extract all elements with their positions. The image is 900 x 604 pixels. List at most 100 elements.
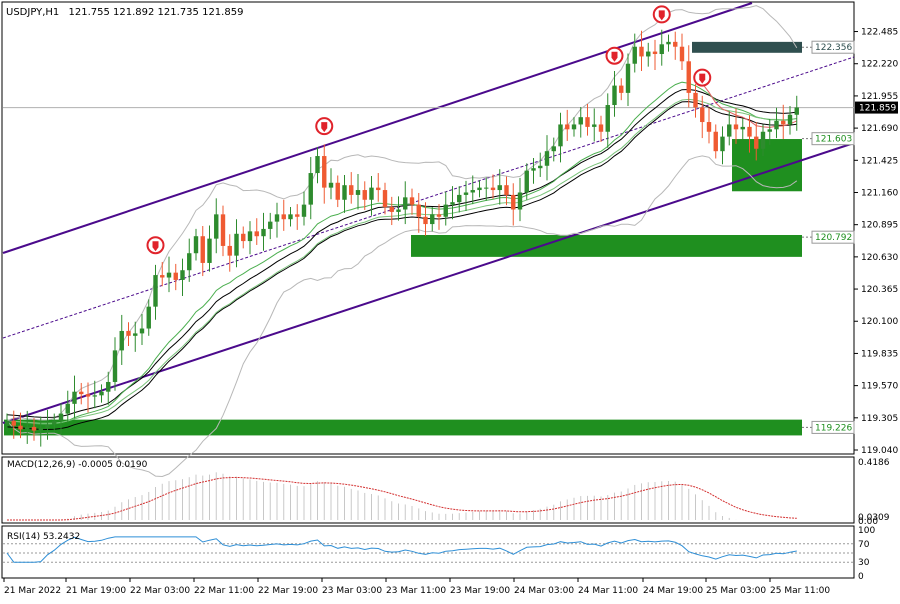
candle-body [544,151,550,166]
candle-body [416,204,421,217]
signal-marker-arrow-icon [611,51,618,62]
candle-body [362,190,367,200]
candle-body [335,182,340,200]
candle-body [605,105,610,132]
rsi-tick-label: 0 [858,572,864,582]
y-tick-label: 121.955 [861,92,898,102]
candle-body [538,165,543,169]
candle-body [65,403,70,414]
support-zone-119-226 [4,419,802,436]
x-tick-label: 22 Mar 19:00 [258,586,318,596]
level-tag [811,230,855,244]
candle-body [106,381,111,392]
macd-tick-label: 0.00 [858,517,878,527]
candle-body [220,214,226,246]
candle-body [342,185,347,200]
candle-body [598,124,604,132]
ema-slow-line [6,98,797,424]
level-label: 120.792 [815,233,852,243]
candle-body [139,328,145,334]
candle-body [396,209,401,212]
candle-body [328,182,334,188]
candle-body [281,214,286,220]
candle-body [781,120,786,125]
x-tick-label: 23 Mar 11:00 [386,586,446,596]
candle-body [79,391,84,395]
candle-body [153,275,158,307]
candle-body [193,236,199,254]
candle-body [308,173,313,205]
axes: 122.485 122.220 121.955 121.690 121.425 121.1… [3,28,898,596]
y-tick-label: 121.425 [861,156,898,166]
candle-body [531,168,536,171]
current-price-label: 121.859 [859,104,896,114]
channel-lower-line [2,142,855,424]
candle-body [565,124,570,130]
x-tick-label: 22 Mar 03:00 [130,586,190,596]
candle-body [355,190,361,195]
bollinger-lower-line [6,155,798,478]
candle-body [58,413,64,421]
candle-body [31,426,37,431]
envelope-upper-line [6,88,797,418]
candle-body [646,51,651,57]
candle-body [376,187,381,191]
candle-body [774,120,779,130]
y-tick-label: 119.570 [861,382,898,392]
signal-marker-arrow-icon [321,122,328,133]
macd-signal-line [7,476,797,521]
candle-body [787,114,793,125]
candle-body [571,124,577,130]
candle-body [585,117,590,127]
level-label: 119.226 [815,423,852,433]
candle-body [268,221,273,229]
candle-body [166,272,172,278]
candle-body [315,156,320,174]
level-label: 122.356 [815,43,852,53]
candle-body [558,124,563,147]
candle-body [200,236,205,263]
rsi-tick-label: 70 [858,540,870,550]
short-ma-line [695,74,797,128]
candle-body [720,136,725,152]
y-tick-label: 121.690 [861,124,898,134]
signal-marker-arrow-icon [152,241,159,252]
candle-body [409,197,415,205]
candle-body [52,420,57,425]
candle-body [686,61,691,93]
level-tag [811,40,855,54]
candle-body [38,428,43,431]
candle-body [423,216,428,225]
x-tick-label: 25 Mar 03:00 [706,586,766,596]
candle-body [99,391,104,396]
candle-body [349,185,354,195]
macd-panel-frame [1,456,855,524]
rsi-line [6,536,797,563]
candle-body [713,131,718,152]
candle-body [673,41,678,47]
candle-body [625,63,631,93]
signal-marker-arrow-icon [699,73,706,84]
candle-body [389,207,394,212]
candle-body [679,46,685,62]
x-tick-label: 23 Mar 19:00 [450,586,510,596]
candle-body [382,190,388,208]
bollinger-upper-line [6,5,798,422]
candle-body [25,426,30,430]
candle-body [632,46,637,64]
y-tick-label: 119.835 [861,349,898,359]
candle-body [227,245,232,256]
candle-body [288,214,293,220]
candle-body [261,228,266,237]
y-tick-label: 122.485 [861,28,898,38]
candle-body [484,187,489,189]
candle-body [754,136,759,149]
candle-body [612,85,617,106]
candle-body [727,124,732,137]
candle-body [497,185,502,191]
macd-tick-label: 0.4186 [858,458,890,468]
candle-body [693,92,698,108]
candle-body [666,41,671,45]
